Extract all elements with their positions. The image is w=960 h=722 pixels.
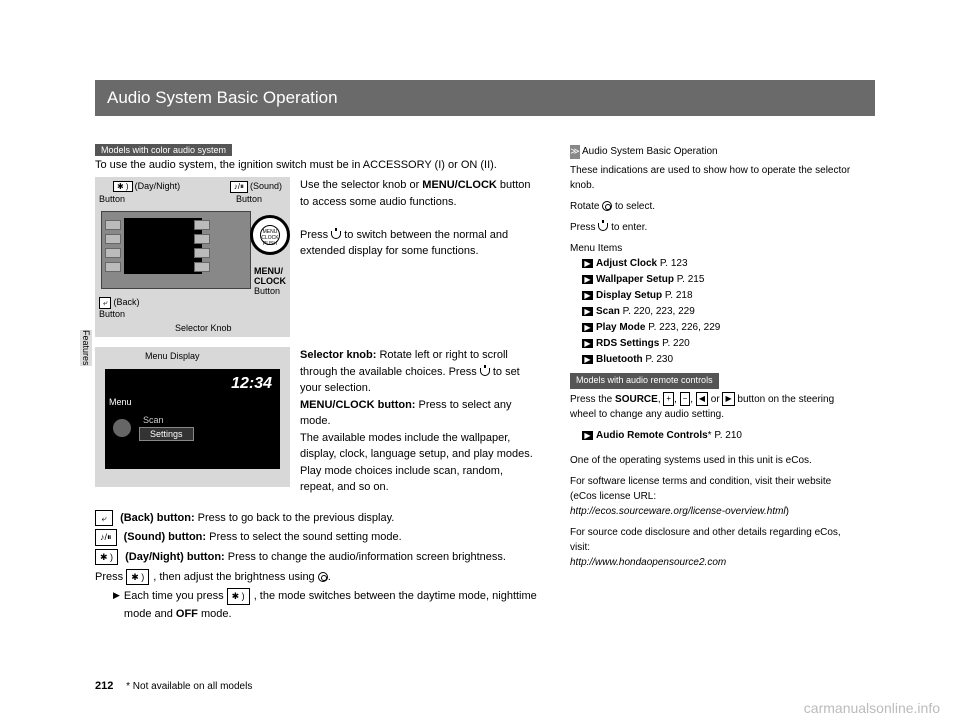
page-number: 212 [95,680,113,692]
link-icon: ▶ [582,323,593,332]
settings-item: Settings [139,427,194,441]
side-tab-features: Features [80,330,92,366]
sound-label: (Sound) [250,181,282,191]
menu-display-label: Menu Display [145,351,200,361]
sidebar-header: ≫Audio System Basic Operation [570,144,860,159]
left-icon: ◀ [696,392,708,406]
minus-icon: − [680,392,691,406]
button-label-right: Button [236,194,262,204]
watermark: carmanualsonline.info [804,700,940,716]
diagram-head-unit: ✱ )(Day/Night) ♪/⏸(Sound) Button Button [95,177,290,337]
daynight-icon: ✱ ) [113,181,133,192]
rotate-instruction: Rotate to select. [570,199,860,214]
menu-item: ▶Display Setup P. 218 [582,288,860,303]
link-icon: ▶ [582,339,593,348]
page-content: Audio System Basic Operation Models with… [95,80,875,626]
daynight-button-desc: ✱ ) (Day/Night) button: Press to change … [95,549,545,567]
back-label: (Back) [113,297,139,307]
link-icon: ▶ [582,275,593,284]
source-button-desc: Press the SOURCE, +, −, ◀ or ▶ button on… [570,392,860,422]
press-icon [480,368,490,376]
page-footer: 212 * Not available on all models [95,680,252,692]
mode-switch-bullet: ▶ Each time you press ✱ ), the mode swit… [113,588,545,623]
right-column: ≫Audio System Basic Operation These indi… [570,144,860,626]
press-adjust-line: Press ✱ ), then adjust the brightness us… [95,569,545,587]
gear-icon [113,419,131,437]
link-icon: ▶ [582,291,593,300]
back-icon: ⤶ [99,297,111,309]
ecos-para3: For source code disclosure and other det… [570,525,860,570]
model-tag: Models with color audio system [95,144,232,156]
right-icon: ▶ [722,392,734,406]
menuclock-label: MENU/ CLOCKButton [254,267,286,297]
chevron-icon: ≫ [570,145,580,159]
sound-icon: ♪/⏸ [230,181,248,193]
menu-text: Menu [109,397,132,407]
head-unit-panel [101,211,251,289]
daynight-button-icon: ✱ ) [95,549,118,565]
press-instruction: Press to enter. [570,220,860,235]
menu-items-label: Menu Items [570,241,860,256]
audio-remote-link: ▶Audio Remote Controls* P. 210 [582,428,860,443]
button-label-left: Button [99,194,125,204]
back-button-desc: ⤶ (Back) button: Press to go back to the… [95,510,545,528]
para-selector-desc: Selector knob: Rotate left or right to s… [300,347,535,496]
press-icon [331,231,341,239]
link-icon: ▶ [582,259,593,268]
menu-item: ▶Play Mode P. 223, 226, 229 [582,320,860,335]
page-title: Audio System Basic Operation [95,80,875,116]
ecos-para1: One of the operating systems used in thi… [570,453,860,468]
back-button-icon: ⤶ [95,510,113,526]
menu-item: ▶Wallpaper Setup P. 215 [582,272,860,287]
daynight-icon-inline2: ✱ ) [227,588,250,604]
daynight-icon-inline: ✱ ) [126,569,149,585]
scan-item: Scan [143,415,164,425]
footnote: * Not available on all models [126,681,252,692]
sound-button-icon: ♪/⏸ [95,529,117,545]
sound-button-desc: ♪/⏸ (Sound) button: Press to select the … [95,529,545,547]
selector-knob-label: Selector Knob [175,323,232,333]
menu-item: ▶RDS Settings P. 220 [582,336,860,351]
model-tag-remote: Models with audio remote controls [570,373,719,389]
clock-time: 12:34 [231,375,272,393]
left-column: Models with color audio system To use th… [95,144,545,626]
plus-icon: + [663,392,674,406]
triangle-bullet-icon: ▶ [113,588,120,623]
link-icon: ▶ [582,307,593,316]
sidebar-intro: These indications are used to show how t… [570,163,860,193]
link-icon: ▶ [582,431,593,440]
menu-item: ▶Adjust Clock P. 123 [582,256,860,271]
rotate-knob-icon [318,572,328,582]
diagram-menu-display: Menu Display 12:34 Menu Scan Settings [95,347,290,487]
rotate-knob-icon [602,201,612,211]
menu-item: ▶Scan P. 220, 223, 229 [582,304,860,319]
menu-items-list: Menu Items ▶Adjust Clock P. 123▶Wallpape… [570,241,860,367]
para-selector-intro: Use the selector knob or MENU/CLOCK butt… [300,177,535,337]
menu-item: ▶Bluetooth P. 230 [582,352,860,367]
intro-text: To use the audio system, the ignition sw… [95,159,545,171]
link-icon: ▶ [582,355,593,364]
selector-knob-graphic: MENU CLOCK PUSH [250,215,290,255]
ecos-para2: For software license terms and condition… [570,474,860,519]
daynight-label: (Day/Night) [135,181,181,191]
press-icon [598,223,608,231]
